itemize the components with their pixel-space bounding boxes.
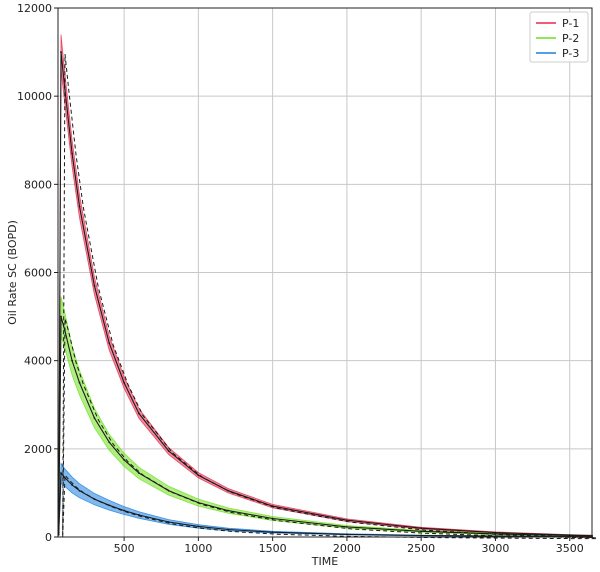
uncertainty-bands — [58, 34, 593, 538]
x-tick-label: 2000 — [333, 542, 361, 555]
dashed-line-p-2 — [62, 318, 597, 539]
point-p-2 — [93, 417, 96, 419]
point-p-1 — [227, 489, 229, 492]
x-tick-label: 3000 — [481, 542, 509, 555]
point-p-1 — [494, 531, 497, 534]
point-p-3 — [78, 489, 81, 492]
y-tick-label: 0 — [45, 531, 52, 544]
point-p-1 — [93, 284, 96, 287]
point-p-2 — [71, 359, 74, 362]
point-p-2 — [197, 501, 200, 504]
y-tick-label: 10000 — [17, 90, 52, 103]
point-p-3 — [123, 509, 126, 512]
point-p-3 — [63, 476, 66, 479]
point-p-1 — [60, 51, 62, 53]
x-tick-label: 3500 — [556, 542, 584, 555]
x-tick-label: 1500 — [259, 542, 287, 555]
point-p-2 — [346, 525, 348, 528]
point-p-2 — [63, 328, 66, 331]
point-p-2 — [167, 489, 170, 492]
point-p-1 — [138, 412, 140, 415]
point-p-2 — [138, 472, 140, 474]
point-p-1 — [78, 205, 81, 208]
point-p-3 — [227, 528, 229, 531]
legend: P-1 P-2 P-3 — [529, 11, 589, 63]
y-axis-title: Oil Rate SC (BOPD) — [6, 220, 19, 325]
point-p-1 — [420, 527, 423, 530]
y-tick-label: 2000 — [24, 443, 52, 456]
point-p-3 — [108, 504, 111, 507]
y-tick-label: 8000 — [24, 178, 52, 191]
line-p-2 — [58, 316, 593, 537]
point-p-2 — [108, 441, 111, 444]
point-p-2 — [420, 530, 423, 533]
grid — [58, 7, 592, 538]
legend-label: P-3 — [562, 47, 579, 60]
point-p-3 — [138, 514, 140, 516]
point-p-3 — [197, 525, 200, 528]
ticks: 500 1000 1500 2000 2500 3000 3500 0 2000 4000 6000… — [17, 2, 584, 555]
line-p-3 — [58, 471, 592, 538]
point-p-1 — [167, 450, 170, 452]
point-p-2 — [123, 458, 126, 461]
point-p-3 — [271, 531, 274, 534]
point-p-1 — [346, 519, 348, 522]
x-tick-label: 2500 — [407, 542, 435, 555]
point-p-3 — [71, 484, 74, 486]
y-tick-label: 12000 — [17, 2, 52, 15]
point-p-3 — [167, 521, 170, 523]
point-p-2 — [60, 315, 62, 318]
point-p-1 — [63, 86, 66, 89]
legend-box — [529, 11, 589, 63]
point-p-2 — [78, 381, 81, 384]
point-p-2 — [494, 533, 497, 535]
dashed-line-p-3 — [62, 473, 596, 540]
legend-label: P-1 — [562, 17, 579, 30]
point-p-3 — [60, 472, 62, 474]
point-p-1 — [108, 342, 111, 344]
series-lines — [57, 51, 597, 540]
line-p-1 — [58, 52, 593, 537]
point-p-2 — [271, 517, 274, 520]
point-p-2 — [227, 509, 229, 512]
point-p-3 — [420, 534, 423, 537]
x-tick-label: 500 — [114, 542, 135, 555]
point-p-3 — [346, 533, 348, 536]
dashed-line-p-1 — [62, 54, 597, 539]
point-p-1 — [71, 152, 74, 155]
legend-label: P-2 — [562, 32, 579, 45]
point-p-3 — [93, 498, 96, 500]
band-p-1 — [58, 34, 593, 537]
point-p-1 — [271, 505, 274, 508]
y-tick-label: 6000 — [24, 267, 52, 280]
x-tick-label: 1000 — [184, 542, 212, 555]
point-p-1 — [123, 381, 126, 384]
point-p-1 — [197, 474, 200, 477]
y-tick-label: 4000 — [24, 355, 52, 368]
x-axis-title: TIME — [311, 555, 338, 568]
